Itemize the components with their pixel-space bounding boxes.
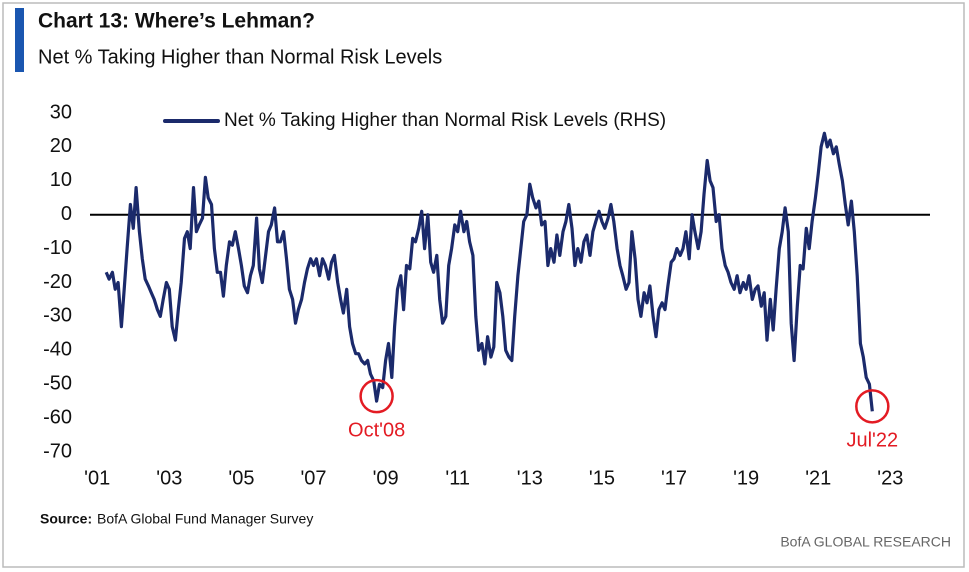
annotation-label: Oct'08	[348, 419, 405, 441]
source-label: Source:	[40, 511, 92, 527]
x-tick-label: '21	[805, 467, 831, 489]
x-tick-label: '11	[445, 467, 470, 489]
x-tick-label: '01	[84, 467, 110, 489]
y-tick-label: -10	[43, 237, 72, 259]
y-tick-label: -40	[43, 339, 72, 361]
y-tick-label: 10	[50, 169, 72, 191]
legend-label: Net % Taking Higher than Normal Risk Lev…	[224, 110, 666, 131]
y-tick-label: -20	[43, 271, 72, 293]
x-tick-label: '09	[373, 467, 399, 489]
x-tick-label: '23	[877, 467, 903, 489]
series-line	[104, 131, 874, 412]
title-bar	[15, 8, 24, 72]
x-tick-label: '19	[733, 467, 759, 489]
x-tick-label: '05	[228, 467, 254, 489]
y-tick-label: -60	[43, 406, 72, 428]
y-tick-label: 20	[50, 135, 72, 157]
annotation-label: Jul'22	[846, 430, 898, 452]
chart-subtitle: Net % Taking Higher than Normal Risk Lev…	[38, 46, 442, 68]
x-tick-label: '13	[517, 467, 543, 489]
x-tick-label: '17	[661, 467, 687, 489]
y-tick-label: -30	[43, 305, 72, 327]
annotation-circle	[855, 389, 890, 424]
y-tick-label: -70	[43, 440, 72, 462]
annotation-circle	[359, 378, 394, 414]
y-tick-label: 30	[50, 101, 72, 123]
x-tick-label: '15	[589, 467, 615, 489]
chart-title: Chart 13: Where’s Lehman?	[38, 10, 315, 33]
y-tick-label: -50	[43, 372, 72, 394]
credit: BofA GLOBAL RESEARCH	[780, 534, 951, 550]
x-tick-label: '07	[300, 467, 326, 489]
y-tick-label: 0	[61, 203, 72, 225]
source: BofA Global Fund Manager Survey	[97, 511, 313, 527]
x-tick-label: '03	[156, 467, 182, 489]
